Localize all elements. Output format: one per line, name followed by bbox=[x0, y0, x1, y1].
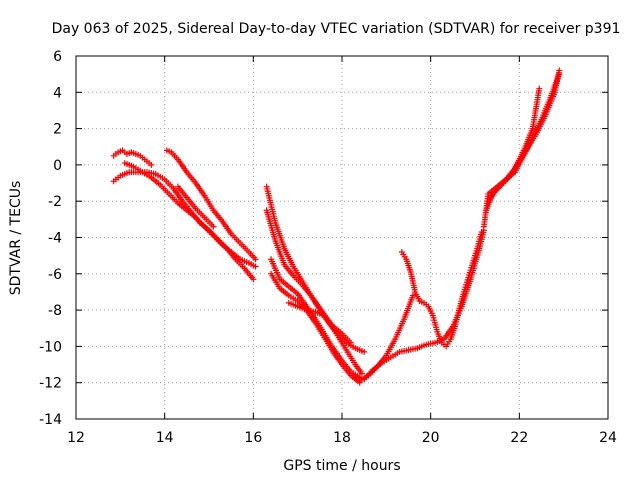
data-point bbox=[347, 339, 354, 346]
x-tick-label: 20 bbox=[422, 430, 440, 446]
data-point bbox=[536, 85, 543, 92]
y-tick-label: 0 bbox=[53, 158, 62, 174]
data-point bbox=[556, 67, 563, 74]
x-tick-label: 24 bbox=[599, 430, 617, 446]
y-tick-label: 2 bbox=[53, 122, 62, 138]
y-tick-label: -12 bbox=[39, 376, 62, 392]
data-point bbox=[210, 223, 217, 230]
data-points bbox=[110, 67, 563, 386]
grid bbox=[76, 56, 608, 419]
data-point bbox=[250, 276, 257, 283]
y-axis-label: SDTVAR / TECUs bbox=[8, 181, 24, 296]
y-tick-label: 4 bbox=[53, 85, 62, 101]
x-tick-label: 14 bbox=[156, 430, 174, 446]
x-tick-label: 16 bbox=[244, 430, 262, 446]
x-tick-label: 18 bbox=[333, 430, 351, 446]
y-tick-label: -4 bbox=[48, 231, 62, 247]
x-axis-label: GPS time / hours bbox=[283, 458, 400, 474]
data-point bbox=[252, 256, 259, 263]
y-tick-label: -14 bbox=[39, 412, 62, 428]
data-point bbox=[409, 292, 416, 299]
y-tick-label: -2 bbox=[48, 194, 62, 210]
data-point bbox=[148, 161, 155, 168]
x-tick-label: 12 bbox=[67, 430, 85, 446]
y-tick-label: -10 bbox=[39, 339, 62, 355]
y-tick-label: -6 bbox=[48, 267, 62, 283]
data-point bbox=[478, 229, 485, 236]
y-tick-label: 6 bbox=[53, 49, 62, 65]
data-point bbox=[361, 348, 368, 355]
y-tick-label: -8 bbox=[48, 303, 62, 319]
data-point bbox=[252, 263, 259, 270]
chart-title: Day 063 of 2025, Sidereal Day-to-day VTE… bbox=[52, 21, 621, 37]
x-tick-label: 22 bbox=[510, 430, 528, 446]
